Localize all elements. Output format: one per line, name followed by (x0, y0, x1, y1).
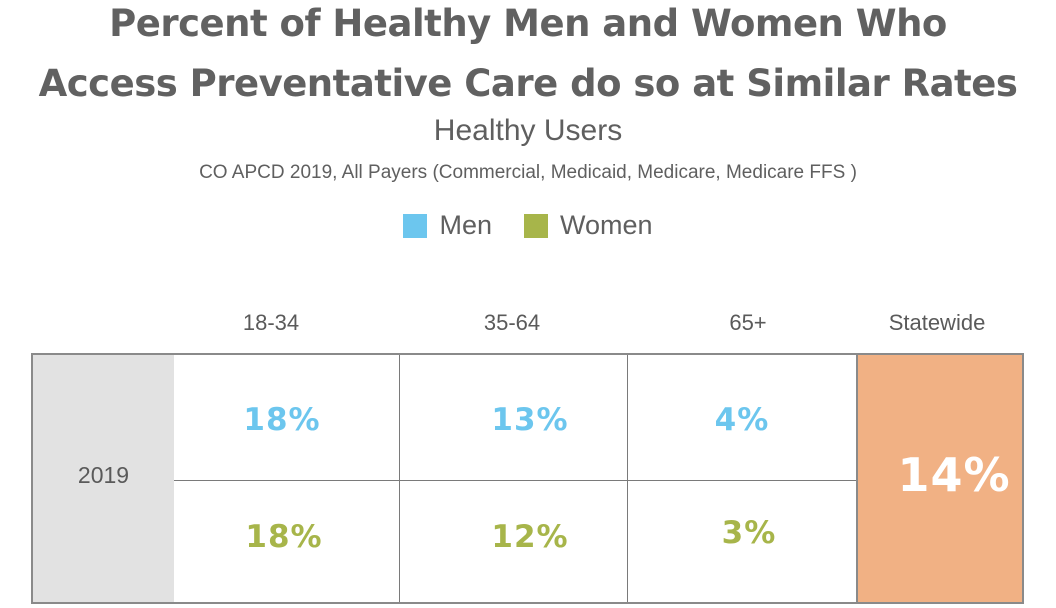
chart-title-line-1: Percent of Healthy Men and Women Who (109, 2, 947, 45)
row-label-year: 2019 (77, 462, 130, 488)
value-statewide: 14% (897, 448, 1011, 502)
chart-subtitle: Healthy Users (433, 114, 623, 147)
legend-swatch-men (403, 213, 428, 238)
value-men-18-34: 18% (243, 402, 321, 438)
year-cell (33, 355, 174, 602)
column-header-statewide: Statewide (888, 310, 986, 335)
statewide-cell (856, 355, 1023, 602)
column-header-65-plus: 65+ (729, 310, 767, 335)
legend-swatch-women (523, 213, 548, 238)
value-men-35-64: 13% (491, 402, 569, 438)
column-header-35-64: 35-64 (483, 310, 541, 335)
divider-vertical-1 (399, 355, 400, 602)
legend: Men Women (0, 210, 1056, 241)
legend-label-men: Men (439, 210, 492, 240)
legend-item-men: Men (403, 210, 492, 241)
chart-source: CO APCD 2019, All Payers (Commercial, Me… (199, 162, 857, 183)
legend-label-women: Women (559, 210, 653, 240)
legend-item-women: Women (523, 210, 653, 241)
value-women-65-plus: 3% (721, 515, 777, 551)
chart-title-line-2: Access Preventative Care do so at Simila… (38, 62, 1018, 105)
column-header-18-34: 18-34 (242, 310, 300, 335)
value-women-35-64: 12% (491, 519, 569, 555)
divider-horizontal (174, 480, 856, 481)
value-men-65-plus: 4% (714, 402, 770, 438)
table-frame (31, 353, 1024, 604)
divider-vertical-2 (627, 355, 628, 602)
value-women-18-34: 18% (245, 519, 323, 555)
